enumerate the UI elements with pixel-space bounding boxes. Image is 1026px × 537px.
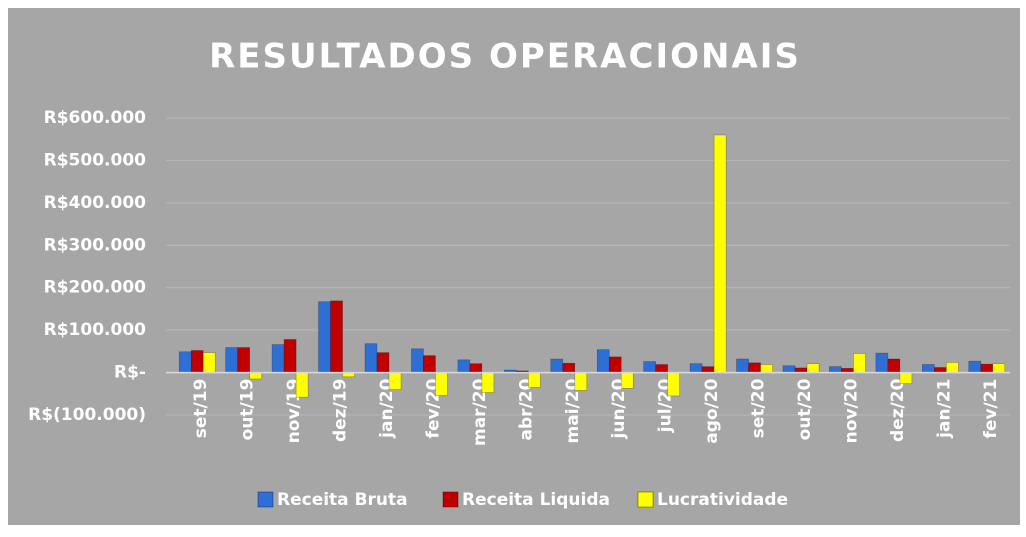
bar	[469, 363, 483, 373]
bar	[295, 372, 309, 398]
x-tick-label: abr/20	[516, 378, 536, 440]
bar	[249, 372, 262, 380]
bar	[481, 372, 495, 393]
bar	[922, 364, 935, 373]
bar	[423, 355, 436, 373]
bar	[899, 372, 913, 384]
y-tick-label: R$100.000	[44, 320, 147, 340]
bar	[271, 344, 285, 373]
bar	[992, 363, 1006, 373]
bar	[411, 348, 424, 373]
x-tick-label: jan/21	[934, 379, 954, 439]
bar	[643, 361, 656, 373]
x-tick-label: set/20	[749, 378, 769, 438]
x-tick-label: dez/20	[888, 378, 908, 442]
bar	[457, 359, 471, 373]
bar	[376, 352, 390, 373]
bar	[620, 372, 634, 389]
bar	[237, 347, 250, 373]
bar	[946, 362, 959, 373]
y-tick-label: R$-	[114, 363, 146, 383]
bar	[574, 372, 588, 391]
x-tick-label: mai/20	[563, 378, 583, 443]
bar	[689, 363, 703, 373]
bar	[968, 360, 982, 373]
legend-swatch	[637, 491, 654, 508]
x-tick-label: dez/19	[331, 379, 351, 442]
bar	[330, 300, 343, 373]
bar	[736, 358, 749, 373]
bar	[934, 367, 947, 373]
x-tick-label: fev/21	[981, 379, 1001, 439]
bar	[806, 363, 820, 373]
bar	[528, 372, 541, 388]
x-tick-label: mar/20	[470, 378, 490, 446]
bar	[435, 372, 448, 396]
bar	[596, 349, 610, 373]
bar	[388, 372, 402, 390]
y-tick-label: R$600.000	[44, 108, 147, 128]
y-tick-label: R$400.000	[44, 193, 147, 213]
x-tick-label: jan/20	[377, 378, 397, 438]
bar	[283, 339, 297, 373]
legend-label: Lucratividade	[657, 490, 788, 510]
bar	[887, 358, 901, 373]
y-tick-label: R$(100.000)	[28, 405, 146, 425]
bar	[562, 362, 576, 373]
y-tick-label: R$300.000	[44, 235, 147, 255]
bar	[829, 366, 842, 373]
bar	[701, 366, 715, 373]
x-tick-label: nov/20	[841, 378, 861, 443]
bar	[713, 134, 727, 373]
legend-swatch	[257, 491, 274, 508]
legend-label: Receita Bruta	[277, 490, 408, 510]
bar	[980, 363, 994, 373]
bar	[655, 364, 668, 373]
bar	[853, 353, 866, 373]
x-tick-label: ago/20	[702, 378, 722, 443]
chart-title: RESULTADOS OPERACIONAIS	[209, 37, 801, 77]
chart-background	[8, 8, 1020, 525]
legend-label: Receita Liquida	[462, 490, 610, 510]
x-tick-label: out/19	[238, 379, 258, 441]
x-tick-label: jun/20	[609, 378, 629, 439]
bar	[608, 356, 622, 373]
bar	[748, 362, 761, 373]
bar	[178, 351, 192, 373]
bar	[667, 372, 680, 397]
bar	[364, 343, 378, 373]
x-tick-label: out/20	[795, 378, 815, 440]
bar	[190, 350, 204, 373]
bar	[782, 365, 796, 373]
bar	[875, 352, 889, 373]
bar	[318, 301, 331, 373]
bar	[225, 347, 238, 373]
x-tick-label: set/19	[191, 379, 211, 439]
y-tick-label: R$200.000	[44, 278, 147, 298]
bar	[760, 364, 773, 373]
y-tick-label: R$500.000	[44, 150, 147, 170]
bar	[202, 352, 216, 373]
legend-swatch	[442, 491, 459, 508]
bar	[550, 358, 564, 373]
